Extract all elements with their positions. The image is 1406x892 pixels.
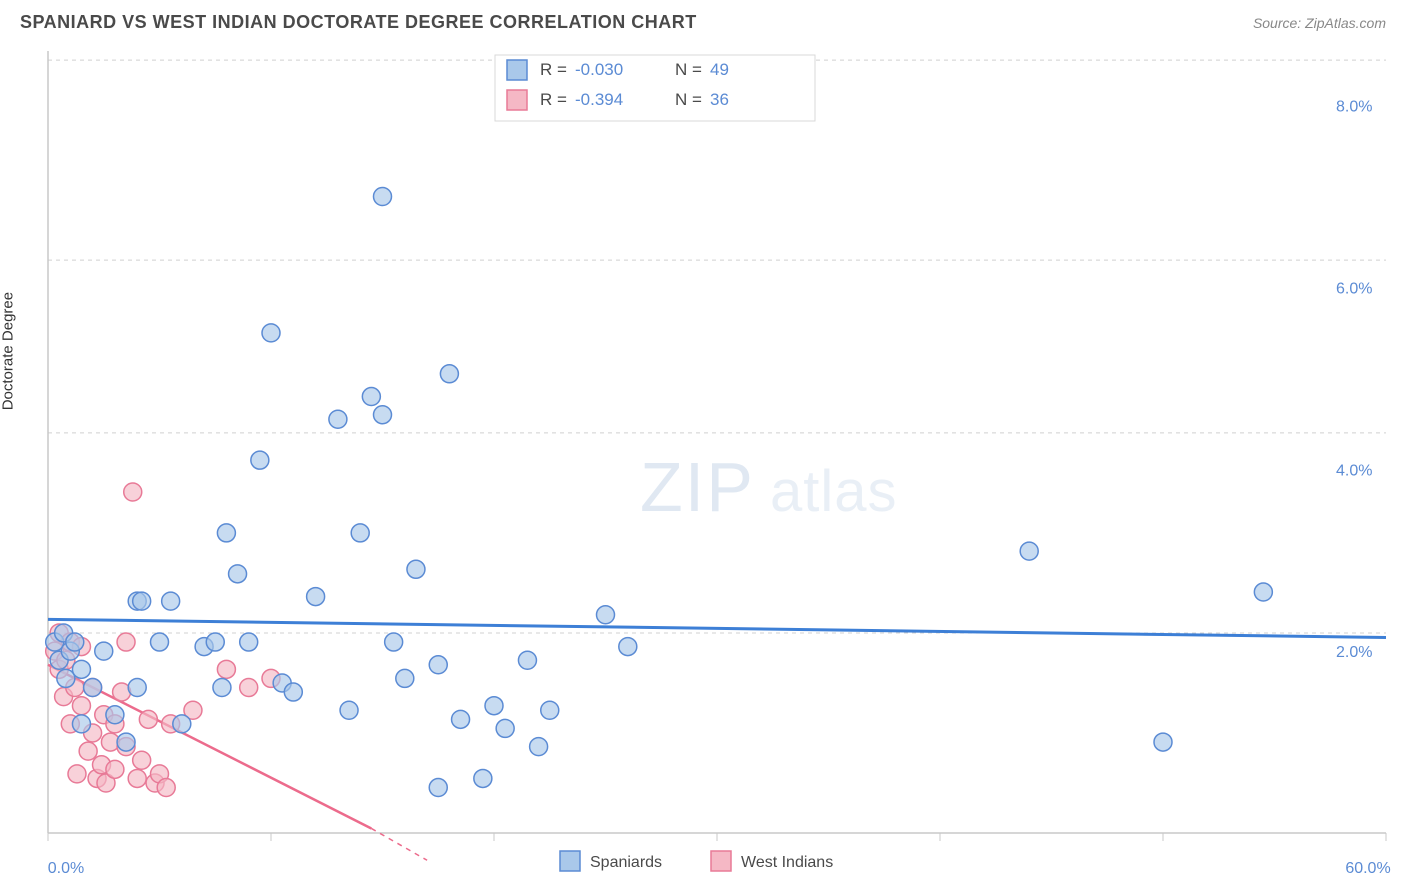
data-point-west-indian xyxy=(117,633,135,651)
data-point-spaniard xyxy=(307,588,325,606)
data-point-spaniard xyxy=(128,679,146,697)
data-point-spaniard xyxy=(374,406,392,424)
legend-swatch-icon xyxy=(507,90,527,110)
data-point-spaniard xyxy=(541,701,559,719)
data-point-spaniard xyxy=(429,779,447,797)
data-point-spaniard xyxy=(66,633,84,651)
legend-r-value: -0.030 xyxy=(575,60,623,79)
data-point-spaniard xyxy=(340,701,358,719)
data-point-spaniard xyxy=(485,697,503,715)
data-point-spaniard xyxy=(374,187,392,205)
legend-n-value: 36 xyxy=(710,90,729,109)
data-point-spaniard xyxy=(396,669,414,687)
data-point-spaniard xyxy=(284,683,302,701)
data-point-spaniard xyxy=(597,606,615,624)
data-point-spaniard xyxy=(84,679,102,697)
data-point-west-indian xyxy=(124,483,142,501)
y-tick-label: 4.0% xyxy=(1336,462,1372,479)
data-point-spaniard xyxy=(1254,583,1272,601)
data-point-west-indian xyxy=(68,765,86,783)
legend-swatch-icon xyxy=(560,851,580,871)
data-point-spaniard xyxy=(474,769,492,787)
legend-r-label: R = xyxy=(540,60,567,79)
data-point-west-indian xyxy=(79,742,97,760)
y-tick-label: 2.0% xyxy=(1336,644,1372,661)
watermark-text: ZIP xyxy=(640,448,755,526)
chart-area: Doctorate Degree ZIPatlas 0.0% 60.0% 2.0% 4.… xyxy=(0,41,1406,881)
legend-swatch-icon xyxy=(507,60,527,80)
data-point-spaniard xyxy=(72,660,90,678)
data-point-spaniard xyxy=(229,565,247,583)
y-tick-label: 8.0% xyxy=(1336,99,1372,116)
data-point-spaniard xyxy=(95,642,113,660)
legend-n-label: N = xyxy=(675,90,702,109)
data-point-spaniard xyxy=(240,633,258,651)
legend-r-value: -0.394 xyxy=(575,90,623,109)
data-point-spaniard xyxy=(530,738,548,756)
data-point-spaniard xyxy=(162,592,180,610)
legend-r-label: R = xyxy=(540,90,567,109)
data-point-spaniard xyxy=(452,710,470,728)
data-point-spaniard xyxy=(117,733,135,751)
data-point-spaniard xyxy=(518,651,536,669)
data-point-west-indian xyxy=(217,660,235,678)
data-point-spaniard xyxy=(496,719,514,737)
y-tick-label: 6.0% xyxy=(1336,280,1372,297)
data-point-spaniard xyxy=(133,592,151,610)
legend-n-value: 49 xyxy=(710,60,729,79)
data-point-west-indian xyxy=(133,751,151,769)
x-tick-label: 0.0% xyxy=(48,860,84,877)
data-point-spaniard xyxy=(385,633,403,651)
data-point-spaniard xyxy=(619,638,637,656)
data-point-spaniard xyxy=(106,706,124,724)
data-point-spaniard xyxy=(251,451,269,469)
data-point-spaniard xyxy=(1020,542,1038,560)
y-axis-label: Doctorate Degree xyxy=(0,292,17,410)
data-point-west-indian xyxy=(128,769,146,787)
legend-n-label: N = xyxy=(675,60,702,79)
data-point-spaniard xyxy=(173,715,191,733)
data-point-spaniard xyxy=(362,388,380,406)
data-point-spaniard xyxy=(329,410,347,428)
data-point-west-indian xyxy=(139,710,157,728)
x-tick-label: 60.0% xyxy=(1345,860,1390,877)
chart-title: SPANIARD VS WEST INDIAN DOCTORATE DEGREE… xyxy=(20,12,697,33)
data-point-spaniard xyxy=(262,324,280,342)
data-point-west-indian xyxy=(72,697,90,715)
data-point-spaniard xyxy=(151,633,169,651)
data-point-west-indian xyxy=(240,679,258,697)
data-point-spaniard xyxy=(72,715,90,733)
data-point-west-indian xyxy=(157,779,175,797)
data-point-spaniard xyxy=(351,524,369,542)
chart-header: SPANIARD VS WEST INDIAN DOCTORATE DEGREE… xyxy=(0,0,1406,41)
data-point-west-indian xyxy=(106,760,124,778)
watermark-text: atlas xyxy=(770,459,898,524)
data-point-spaniard xyxy=(429,656,447,674)
data-point-spaniard xyxy=(1154,733,1172,751)
data-point-spaniard xyxy=(206,633,224,651)
legend-series-label: West Indians xyxy=(741,854,833,871)
legend-series-label: Spaniards xyxy=(590,854,662,871)
scatter-chart: ZIPatlas 0.0% 60.0% 2.0% 4.0% 6.0% 8.0% R = -0.0… xyxy=(0,41,1406,881)
data-point-spaniard xyxy=(213,679,231,697)
data-point-spaniard xyxy=(407,560,425,578)
data-point-spaniard xyxy=(217,524,235,542)
chart-source: Source: ZipAtlas.com xyxy=(1253,15,1386,31)
data-point-spaniard xyxy=(440,365,458,383)
legend-swatch-icon xyxy=(711,851,731,871)
